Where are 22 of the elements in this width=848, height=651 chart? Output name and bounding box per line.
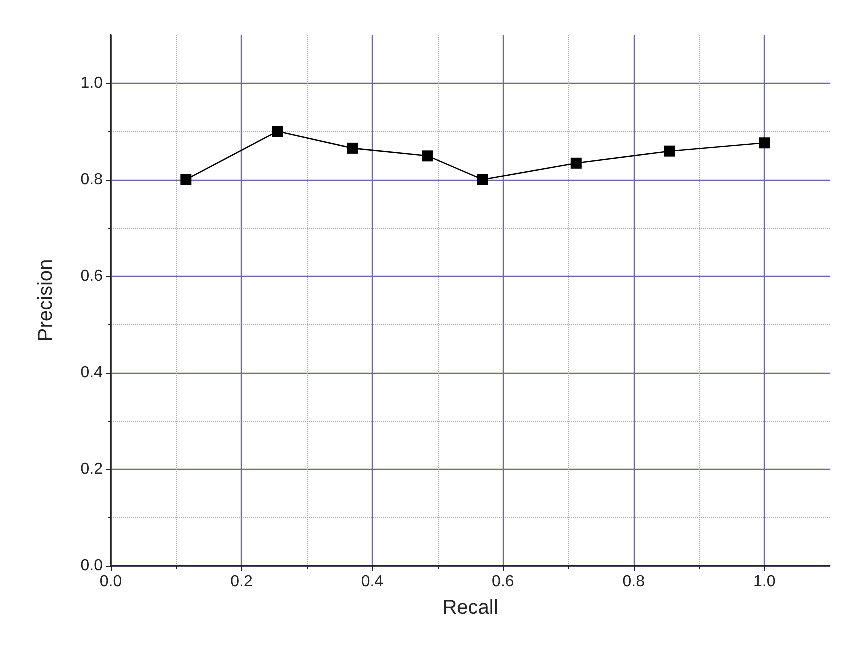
x-tick-label: 0.0 <box>100 574 122 590</box>
y-tick-label: 0.2 <box>80 460 104 478</box>
y-axis-title: Precision <box>35 259 57 342</box>
point <box>422 150 434 162</box>
point <box>347 142 358 154</box>
x-tick-label: 0.2 <box>230 574 253 590</box>
x-tick-label: 0.8 <box>622 574 646 590</box>
x-tick-label: 0.4 <box>361 574 384 590</box>
point <box>180 174 192 186</box>
y-tick-label: 0.6 <box>80 268 104 285</box>
x-tick-label: 1.0 <box>754 574 776 590</box>
point <box>664 146 676 157</box>
x-axis-title: Recall <box>442 597 498 619</box>
y-tick-label: 1.0 <box>80 74 104 92</box>
x-tick-label: 0.6 <box>492 574 514 590</box>
y-tick-label: 0.8 <box>80 171 104 188</box>
y-tick-label: 0.0 <box>80 558 104 574</box>
point <box>570 158 582 169</box>
point <box>272 126 284 138</box>
point <box>759 138 770 149</box>
y-tick-label: 0.4 <box>80 364 104 382</box>
point <box>477 174 488 186</box>
